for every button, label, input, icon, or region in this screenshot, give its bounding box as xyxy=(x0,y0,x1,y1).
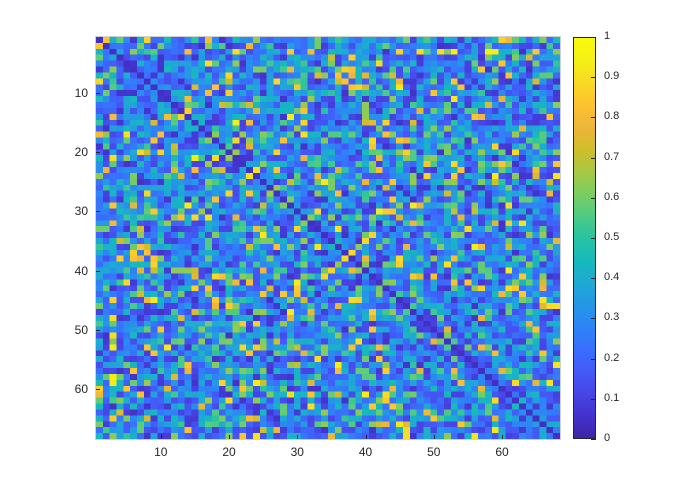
x-tick-mark xyxy=(502,435,503,439)
x-tick-label: 60 xyxy=(495,445,509,459)
colorbar-tick-label: 0.6 xyxy=(604,190,620,203)
x-tick-label: 10 xyxy=(154,445,168,459)
colorbar-tick-label: 0.9 xyxy=(604,70,620,83)
colorbar-tick-mark xyxy=(591,77,596,79)
y-tick-label: 60 xyxy=(74,381,88,396)
colorbar-tick-mark xyxy=(591,358,596,360)
y-tick-mark xyxy=(96,388,100,390)
y-tick-mark xyxy=(96,270,100,272)
colorbar-tick-mark xyxy=(591,318,596,320)
x-tick-label: 20 xyxy=(222,445,236,459)
colorbar-tick-label: 0 xyxy=(604,432,611,444)
x-tick-mark xyxy=(229,435,231,439)
x-tick-label: 40 xyxy=(358,445,373,459)
colorbar-tick-mark xyxy=(591,37,596,38)
colorbar-tick-mark xyxy=(591,278,596,280)
colorbar-tick-label: 1 xyxy=(604,30,611,42)
x-tick-mark xyxy=(297,435,299,439)
y-tick-mark xyxy=(96,329,100,331)
colorbar-tick-mark xyxy=(591,157,596,159)
y-tick-mark xyxy=(96,211,100,213)
colorbar-tick-label: 0.2 xyxy=(604,351,620,364)
y-tick-label: 20 xyxy=(74,145,88,160)
heatmap-image xyxy=(96,37,560,439)
colorbar-tick-label: 0.1 xyxy=(604,391,620,404)
y-tick-label: 30 xyxy=(74,204,88,219)
x-tick-mark xyxy=(433,435,435,439)
y-tick-label: 10 xyxy=(74,86,88,101)
x-tick-mark xyxy=(365,435,367,439)
y-tick-mark xyxy=(96,93,100,95)
plot-axes-frame xyxy=(95,36,561,440)
colorbar-tick-mark xyxy=(591,197,596,199)
colorbar-tick-label: 0.4 xyxy=(604,271,620,284)
y-tick-label: 50 xyxy=(74,322,88,337)
x-tick-label: 50 xyxy=(427,445,441,459)
colorbar-tick-label: 0.8 xyxy=(604,110,620,123)
colorbar-tick-label: 0.3 xyxy=(604,311,620,324)
colorbar-tick-label: 0.7 xyxy=(604,150,620,163)
x-tick-label: 30 xyxy=(290,445,304,459)
y-tick-label: 40 xyxy=(74,263,88,278)
colorbar-tick-mark xyxy=(591,398,596,400)
colorbar-tick-label: 0.5 xyxy=(604,231,620,243)
colorbar-tick-mark xyxy=(591,117,596,119)
colorbar-tick-mark xyxy=(591,238,596,239)
colorbar-tick-mark xyxy=(591,439,596,440)
x-tick-mark xyxy=(160,435,162,439)
y-tick-mark xyxy=(96,152,100,154)
